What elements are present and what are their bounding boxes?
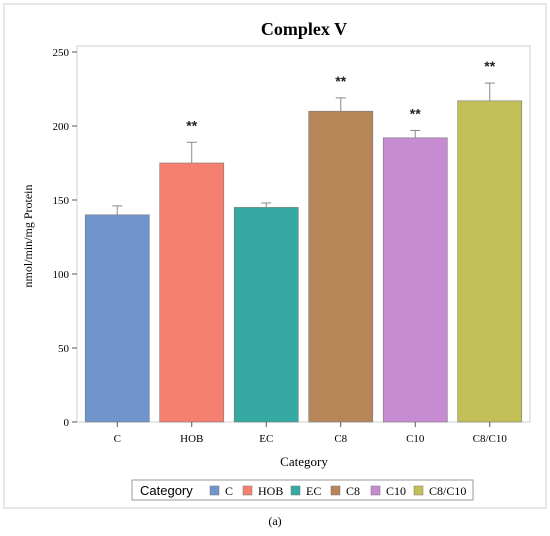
legend-entry-label: C10 xyxy=(386,484,406,498)
bar-c xyxy=(84,214,150,423)
x-tick-label: HOB xyxy=(180,433,203,445)
x-tick-label: C xyxy=(114,433,121,445)
y-tick-label: 100 xyxy=(53,269,70,281)
y-tick-label: 150 xyxy=(53,195,70,207)
legend-swatch xyxy=(370,485,381,496)
y-axis: 0 50 100 150 200 250 xyxy=(53,47,77,429)
x-tick-label: EC xyxy=(259,433,273,445)
legend-swatch xyxy=(209,485,220,496)
bars: ** ** ** ** xyxy=(84,58,523,423)
legend-entry-label: C xyxy=(225,484,233,498)
significance-marker: ** xyxy=(410,105,421,121)
legend-entry-label: C8 xyxy=(346,484,360,498)
bar-c8 xyxy=(308,110,374,423)
legend-swatch xyxy=(242,485,253,496)
y-tick-label: 50 xyxy=(58,343,70,355)
chart-title: Complex V xyxy=(261,19,347,39)
legend-swatch xyxy=(330,485,341,496)
legend-title: Category xyxy=(140,483,193,498)
legend: Category C HOB EC C8 C10 C8/C10 xyxy=(131,479,474,501)
bar-ec xyxy=(233,207,299,423)
significance-marker: ** xyxy=(186,117,197,133)
figure-caption: (a) xyxy=(268,514,281,528)
x-axis: C HOB EC C8 C10 C8/C10 xyxy=(114,422,508,445)
plot-area xyxy=(76,45,531,423)
legend-entry-label: HOB xyxy=(258,484,283,498)
y-tick-label: 250 xyxy=(53,47,70,59)
y-tick-label: 0 xyxy=(64,417,70,429)
significance-marker: ** xyxy=(335,73,346,89)
y-axis-label: nmol/min/mg Protein xyxy=(21,184,35,287)
x-tick-label: C8/C10 xyxy=(473,433,508,445)
bar-hob xyxy=(159,162,225,423)
y-tick-label: 200 xyxy=(53,121,70,133)
bar-c8-c10 xyxy=(457,100,523,423)
legend-swatch xyxy=(290,485,301,496)
bar-c10 xyxy=(382,137,448,423)
x-axis-label: Category xyxy=(280,454,328,469)
legend-entry-label: C8/C10 xyxy=(429,484,466,498)
x-tick-label: C8 xyxy=(334,433,347,445)
legend-entry-label: EC xyxy=(306,484,321,498)
significance-marker: ** xyxy=(484,58,495,74)
x-tick-label: C10 xyxy=(406,433,425,445)
legend-swatch xyxy=(413,485,424,496)
